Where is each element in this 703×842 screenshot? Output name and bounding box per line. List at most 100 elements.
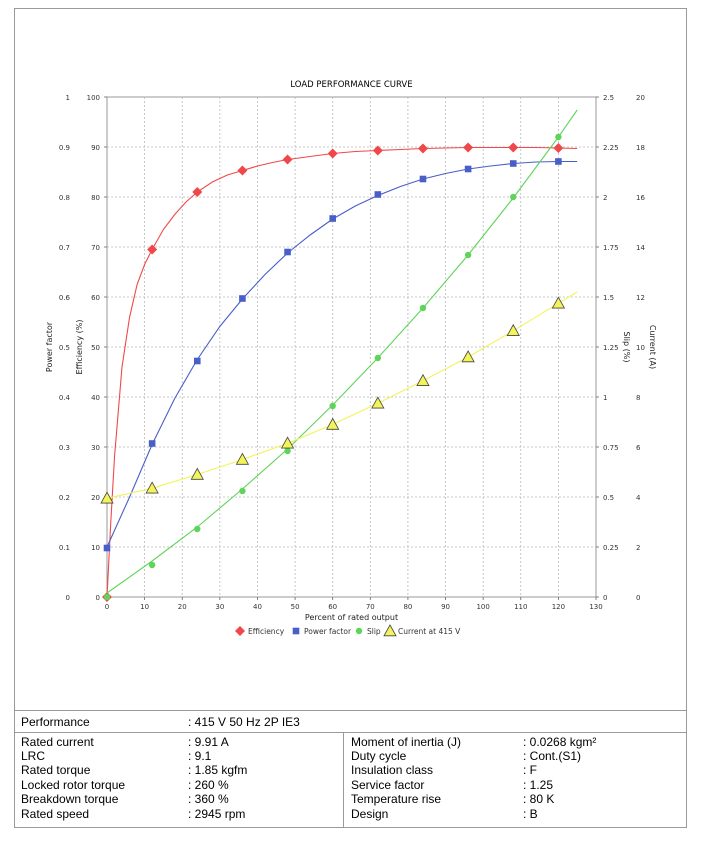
- slip-tick-label: 1.75: [603, 244, 619, 252]
- spec-value: : 1.85 kgfm: [188, 763, 248, 777]
- slip-tick-label: 2.5: [603, 94, 614, 102]
- slip-tick-label: 0.75: [603, 444, 619, 452]
- slip-point: [419, 304, 427, 312]
- current-at-415-v-point: [190, 467, 204, 480]
- spec-row: Rated current : 9.91 A: [21, 735, 341, 749]
- current-tick-label: 20: [636, 94, 645, 102]
- power-factor-point: [509, 160, 517, 167]
- current-at-415-v-point: [416, 373, 430, 386]
- current-at-415-v-point: [551, 296, 566, 309]
- spec-value: : 9.91 A: [188, 735, 229, 749]
- current-at-415-v-point: [371, 396, 385, 409]
- power-factor-tick-label: 0.9: [59, 144, 70, 152]
- spec-key: Design: [351, 807, 389, 821]
- power-factor-point: [148, 440, 156, 447]
- efficiency-tick-label: 20: [91, 494, 100, 502]
- efficiency-tick-label: 100: [87, 94, 100, 102]
- efficiency-axis-title: Efficiency (%): [75, 320, 84, 375]
- efficiency-tick-label: 60: [91, 294, 100, 302]
- current-at-415-v-point: [235, 452, 250, 465]
- x-axis-title: Percent of rated output: [305, 613, 398, 622]
- current-at-415-v-point: [145, 481, 159, 494]
- efficiency-tick-label: 30: [91, 444, 100, 452]
- current-at-415-v-point: [100, 491, 114, 504]
- performance-label: Performance: [21, 715, 90, 729]
- slip-point: [374, 354, 382, 362]
- current-tick-label: 18: [636, 144, 645, 152]
- power-factor-tick-label: 0.8: [59, 194, 70, 202]
- power-factor-point: [329, 215, 336, 222]
- spec-value: : 360 %: [188, 792, 229, 806]
- efficiency-point: [192, 187, 203, 197]
- efficiency-point: [237, 165, 248, 176]
- spec-key: Service factor: [351, 778, 425, 792]
- power-factor-legend-marker: [292, 627, 300, 635]
- efficiency-point: [282, 154, 293, 165]
- spec-key: Locked rotor torque: [21, 778, 126, 792]
- power-factor-tick-label: 0.3: [59, 444, 70, 452]
- slip-point: [555, 133, 562, 141]
- specs-table: Rated current : 9.91 A LRC : 9.1 Rated t…: [14, 733, 687, 828]
- current-at-415-v-legend-marker: [383, 624, 397, 637]
- slip-point: [284, 447, 291, 455]
- x-tick-label: 30: [215, 603, 224, 611]
- power-factor-tick-label: 0.5: [59, 344, 70, 352]
- efficiency-point: [417, 143, 428, 154]
- current-at-415-v-point: [280, 436, 295, 449]
- divider: [14, 710, 687, 711]
- spec-value: : B: [523, 807, 538, 821]
- efficiency-point: [147, 244, 158, 255]
- current-at-415-v-point: [326, 417, 340, 430]
- spec-value: : F: [523, 763, 537, 777]
- spec-value: : 1.25: [523, 778, 554, 792]
- slip-point: [103, 593, 111, 601]
- spec-row: Locked rotor torque : 260 %: [21, 778, 341, 792]
- slip-point: [194, 525, 201, 533]
- current-tick-label: 12: [636, 294, 645, 302]
- slip-point: [329, 402, 336, 410]
- spec-value: : 2945 rpm: [188, 807, 246, 821]
- current-at-415-v-curve: [106, 291, 578, 499]
- spec-row: Insulation class : F: [351, 763, 681, 777]
- efficiency-point: [553, 143, 564, 153]
- efficiency-tick-label: 10: [91, 544, 100, 552]
- spec-key: LRC: [21, 749, 46, 763]
- spec-row: Design : B: [351, 807, 681, 821]
- x-tick-label: 40: [253, 603, 262, 611]
- x-tick-label: 120: [552, 603, 565, 611]
- efficiency-tick-label: 0: [96, 594, 100, 602]
- spec-value: : 260 %: [188, 778, 229, 792]
- power-factor-tick-label: 0: [66, 594, 70, 602]
- current-axis-title: Current (A): [648, 325, 657, 369]
- spec-key: Rated torque: [21, 763, 91, 777]
- spec-value: : 0.0268 kgm²: [523, 735, 597, 749]
- current-at-415-v-point: [506, 323, 520, 336]
- slip-legend-marker: [355, 627, 363, 635]
- slip-point: [510, 193, 517, 201]
- x-tick-label: 130: [589, 603, 602, 611]
- slip-tick-label: 0.25: [603, 544, 619, 552]
- current-tick-label: 6: [636, 444, 641, 452]
- power-factor-point: [419, 175, 427, 183]
- power-factor-point: [374, 191, 382, 198]
- slip-tick-label: 1.25: [603, 344, 619, 352]
- efficiency-legend-label: Efficiency: [248, 627, 285, 636]
- current-tick-label: 10: [636, 344, 645, 352]
- slip-tick-label: 0: [603, 594, 607, 602]
- spec-key: Temperature rise: [351, 792, 442, 806]
- spec-row: Rated speed : 2945 rpm: [21, 807, 341, 821]
- x-tick-label: 60: [328, 603, 337, 611]
- power-factor-tick-label: 0.1: [59, 544, 70, 552]
- power-factor-curve: [106, 160, 578, 548]
- power-factor-point: [103, 544, 111, 552]
- slip-tick-label: 2: [603, 194, 607, 202]
- slip-curve: [106, 109, 578, 594]
- spec-row: Rated torque : 1.85 kgfm: [21, 763, 341, 777]
- power-factor-tick-label: 0.2: [59, 494, 70, 502]
- current-tick-label: 2: [636, 544, 640, 552]
- slip-point: [239, 487, 246, 495]
- spec-row: Service factor : 1.25: [351, 778, 681, 792]
- spec-row: Duty cycle : Cont.(S1): [351, 749, 681, 763]
- current-tick-label: 14: [636, 244, 645, 252]
- chart-title: LOAD PERFORMANCE CURVE: [290, 80, 412, 90]
